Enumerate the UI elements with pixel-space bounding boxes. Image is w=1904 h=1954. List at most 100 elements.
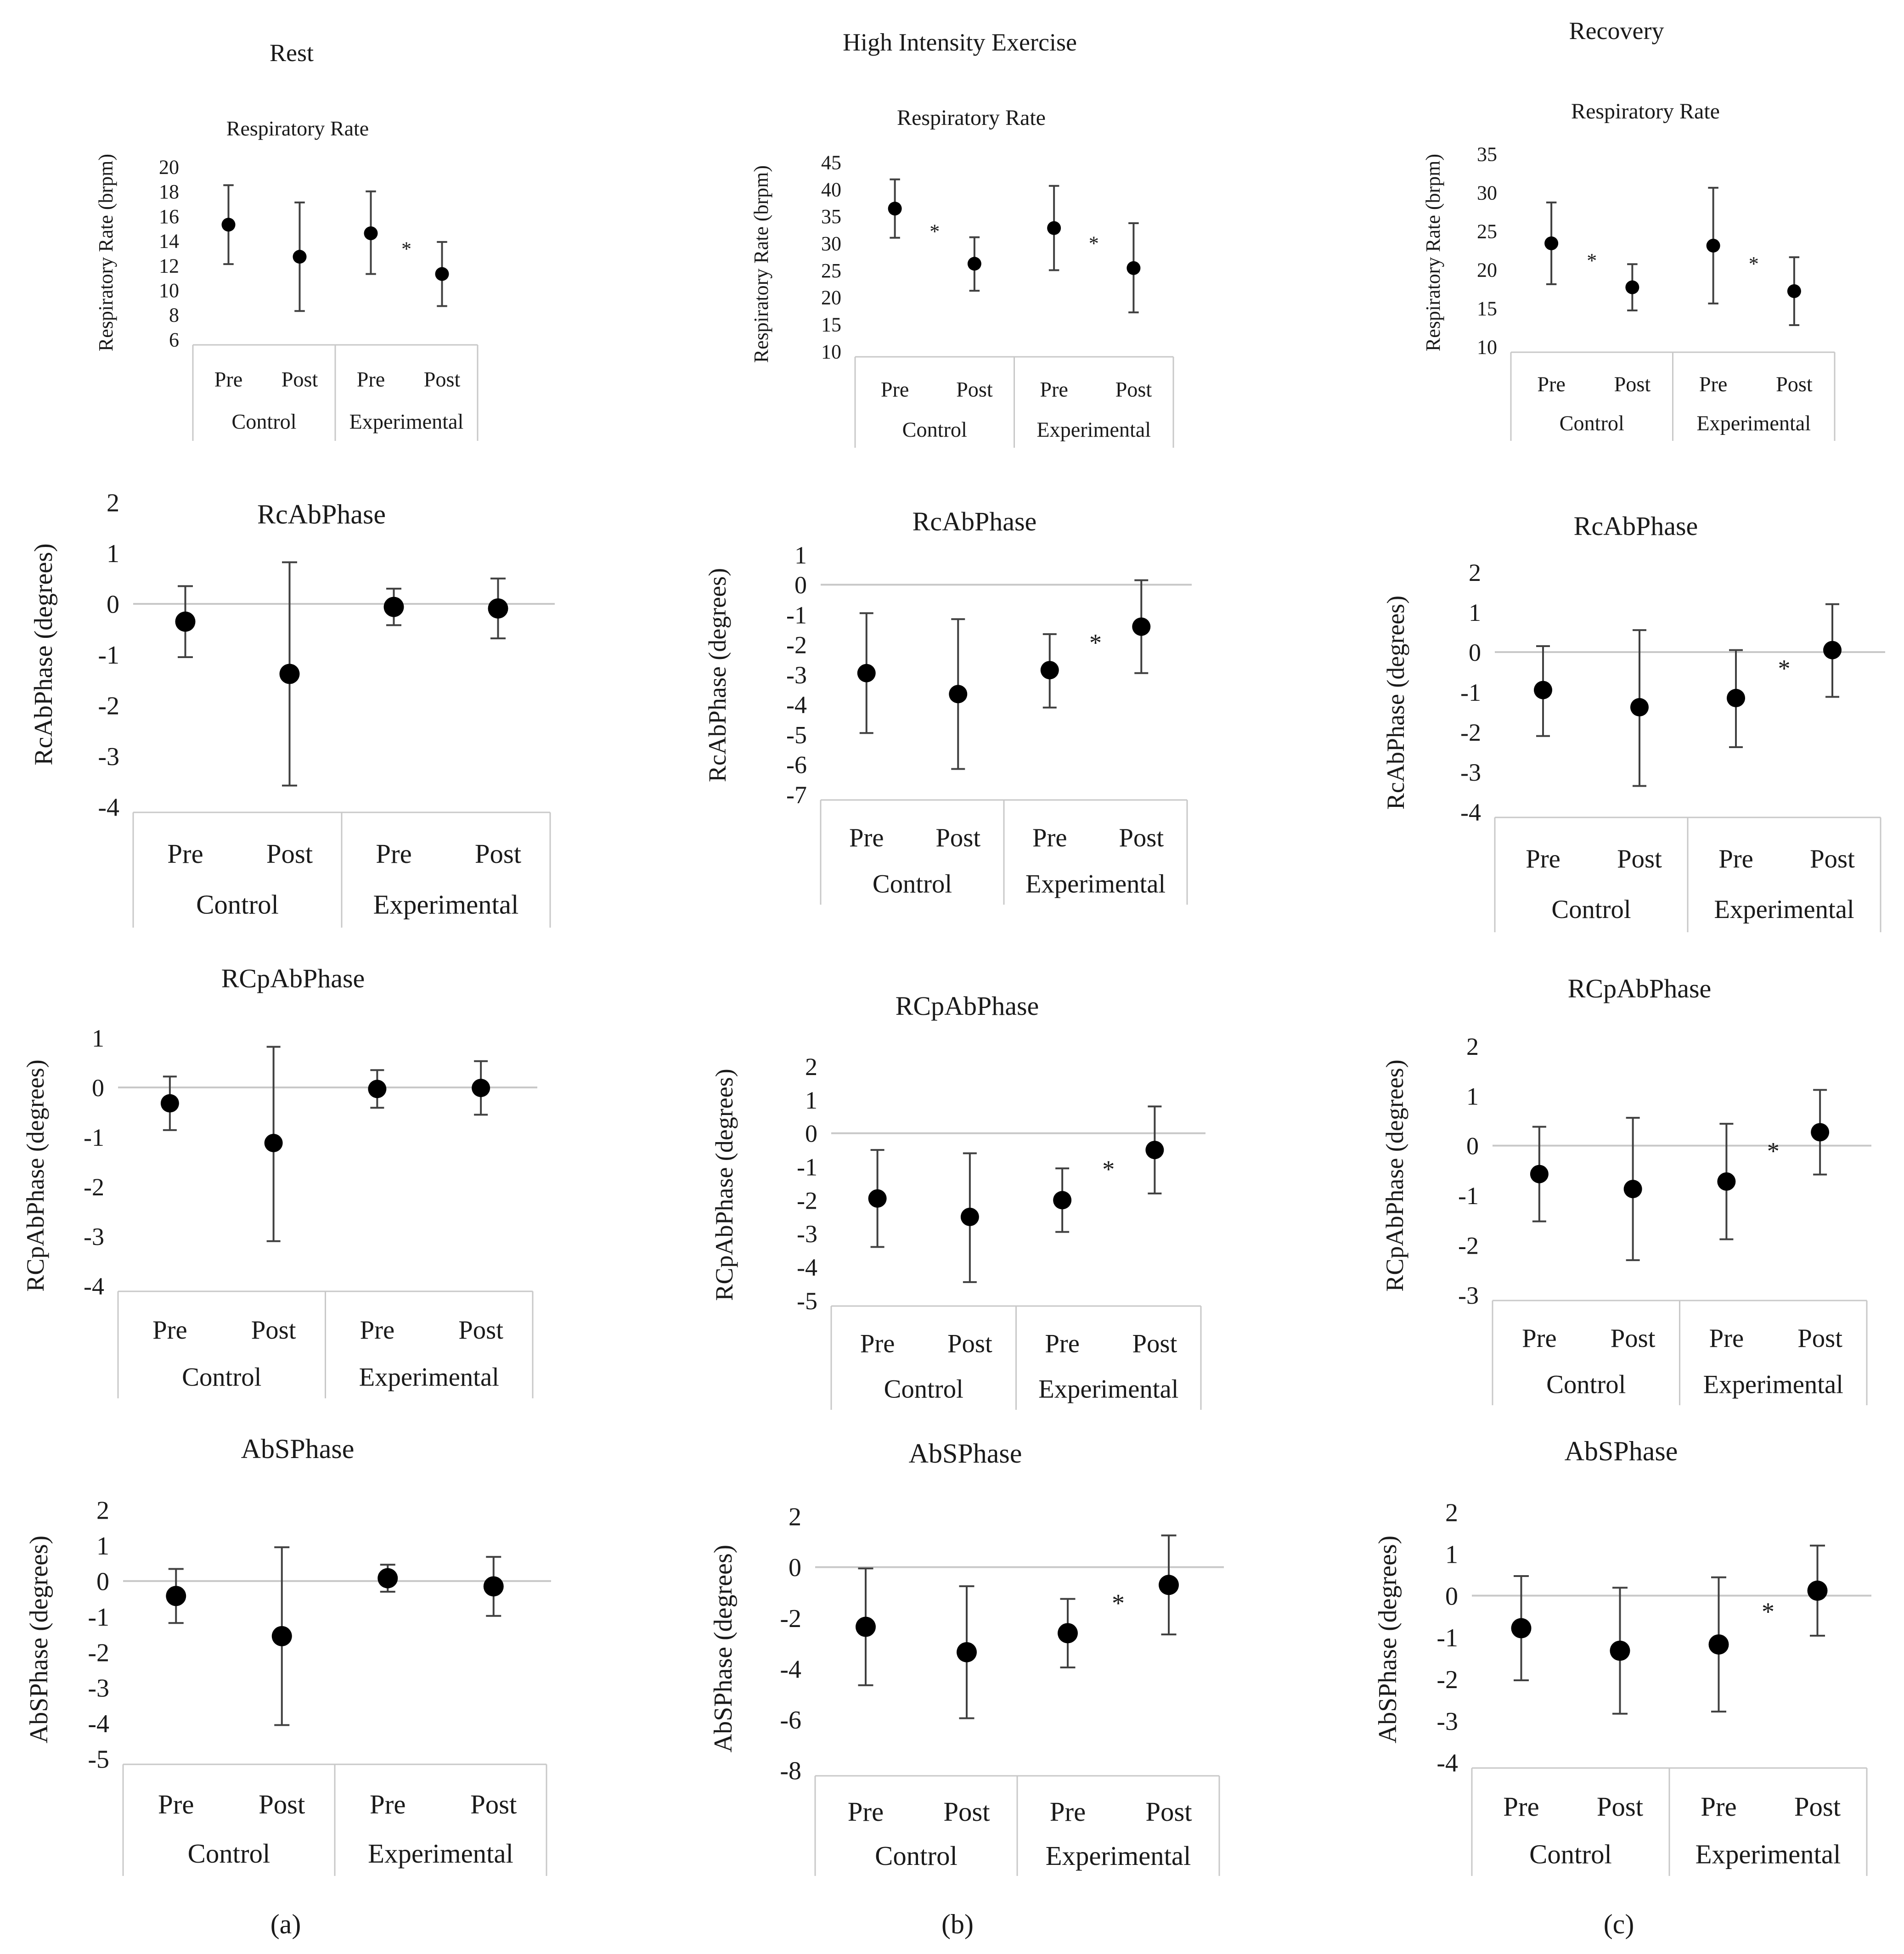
data-point xyxy=(967,257,981,271)
data-point xyxy=(279,664,300,684)
y-tick-label: -5 xyxy=(797,1287,817,1315)
chart-hie-abs: AbSPhase AbSPhase (degrees) -8 -6 -4 -2 0 2 Pre P… xyxy=(709,1438,1224,1876)
category-label: Post xyxy=(470,1790,517,1819)
category-label: Post xyxy=(475,839,521,869)
y-tick-label: -5 xyxy=(88,1746,109,1774)
y-tick-label: -5 xyxy=(786,721,807,749)
y-tick-label: -2 xyxy=(1458,1232,1479,1260)
data-point xyxy=(264,1133,283,1152)
data-point xyxy=(488,598,508,619)
significance-marker: * xyxy=(1778,654,1791,682)
y-tick-label: 15 xyxy=(1477,297,1497,320)
y-tick-label: 0 xyxy=(789,1554,801,1582)
data-point xyxy=(888,202,902,216)
y-tick-label: 1 xyxy=(92,1025,104,1052)
y-tick-label: -4 xyxy=(84,1273,104,1300)
group-label: Experimental xyxy=(1696,1840,1841,1870)
group-label: Control xyxy=(188,1839,270,1869)
y-tick-label: 2 xyxy=(1445,1499,1458,1527)
category-label: Post xyxy=(1776,372,1813,396)
group-label: Control xyxy=(1529,1840,1612,1870)
y-tick-label: 0 xyxy=(107,591,119,619)
category-label: Pre xyxy=(1522,1324,1557,1353)
panel-label-c: (c) xyxy=(1604,1909,1634,1939)
chart-title: AbSPhase xyxy=(241,1434,355,1464)
y-tick-label: -4 xyxy=(98,794,119,822)
chart-title: RcAbPhase xyxy=(913,507,1037,536)
category-label: Post xyxy=(1794,1792,1841,1822)
y-tick-label: 20 xyxy=(821,287,841,309)
group-label: Experimental xyxy=(1038,1375,1178,1404)
data-point xyxy=(1534,681,1552,699)
y-tick-label: -4 xyxy=(1436,1749,1458,1778)
y-tick-label: 20 xyxy=(159,156,179,178)
significance-marker: * xyxy=(1102,1155,1115,1183)
chart-title: AbSPhase xyxy=(1565,1436,1678,1466)
category-label: Pre xyxy=(357,368,385,391)
category-label: Pre xyxy=(881,378,909,401)
data-point xyxy=(1530,1165,1549,1183)
data-point xyxy=(383,597,404,617)
y-tick-label: -3 xyxy=(1458,1282,1479,1309)
category-label: Post xyxy=(943,1797,990,1827)
chart-rec-rcab: RcAbPhase RcAbPhase (degrees) -4 -3 -2 -1 0 1 2 P… xyxy=(1382,511,1885,932)
chart-rest-abs: AbSPhase AbSPhase (degrees) -5 -4 -3 -2 -1 0 1 2 P… xyxy=(25,1434,551,1876)
y-tick-label: -2 xyxy=(98,692,119,721)
y-tick-label: -1 xyxy=(98,641,119,670)
category-label: Post xyxy=(956,378,993,401)
y-tick-label: 1 xyxy=(1469,599,1481,626)
data-point xyxy=(1053,1191,1072,1210)
chart-title: RCpAbPhase xyxy=(896,991,1039,1021)
category-label: Post xyxy=(1115,378,1152,401)
y-tick-label: -2 xyxy=(84,1173,104,1201)
data-point xyxy=(1047,221,1061,235)
y-tick-label: -7 xyxy=(786,781,807,809)
y-axis-label: RcAbPhase (degrees) xyxy=(704,568,731,782)
y-tick-label: -4 xyxy=(1460,799,1481,826)
y-axis-label: RcAbPhase (degrees) xyxy=(1382,596,1409,810)
data-point xyxy=(1145,1141,1164,1160)
y-tick-label: 0 xyxy=(1466,1132,1479,1160)
category-label: Pre xyxy=(1709,1324,1744,1353)
data-point xyxy=(1058,1623,1078,1644)
y-tick-label: -6 xyxy=(780,1706,801,1734)
category-label: Pre xyxy=(158,1790,194,1819)
y-tick-label: 2 xyxy=(96,1497,109,1525)
category-label: Pre xyxy=(360,1316,395,1345)
data-point xyxy=(483,1576,504,1597)
category-label: Pre xyxy=(1045,1329,1080,1358)
chart-title: RCpAbPhase xyxy=(1568,974,1712,1003)
y-tick-label: -2 xyxy=(1436,1666,1458,1694)
y-tick-label: 10 xyxy=(821,340,841,363)
y-tick-label: -4 xyxy=(780,1655,801,1684)
category-label: Pre xyxy=(848,1797,884,1827)
category-label: Post xyxy=(424,368,461,391)
y-tick-label: 10 xyxy=(159,279,179,302)
y-tick-label: -1 xyxy=(797,1153,817,1181)
significance-marker: * xyxy=(929,220,940,243)
y-tick-label: 35 xyxy=(1477,143,1497,165)
y-axis-label: AbSPhase (degrees) xyxy=(709,1545,738,1753)
y-tick-label: -4 xyxy=(786,691,807,719)
data-point xyxy=(1727,689,1745,708)
y-tick-label: 45 xyxy=(821,151,841,174)
y-tick-label: 0 xyxy=(1469,639,1481,666)
panel-label-b: (b) xyxy=(941,1909,974,1939)
data-point xyxy=(856,1616,876,1637)
y-tick-label: -1 xyxy=(1460,679,1481,706)
y-tick-label: -3 xyxy=(88,1674,109,1703)
category-label: Post xyxy=(1810,845,1855,873)
category-label: Pre xyxy=(376,839,411,869)
data-point xyxy=(1823,641,1842,659)
significance-marker: * xyxy=(1089,629,1102,656)
chart-title: Respiratory Rate xyxy=(226,117,369,140)
y-tick-label: 0 xyxy=(794,571,807,599)
chart-hie-rr: Respiratory Rate Respiratory Rate (brpm) 1… xyxy=(750,106,1174,448)
y-tick-label: -3 xyxy=(797,1220,817,1248)
y-tick-label: 25 xyxy=(821,259,841,282)
data-point xyxy=(1787,284,1801,298)
category-label: Post xyxy=(458,1316,503,1345)
y-tick-label: -4 xyxy=(797,1254,817,1281)
y-tick-label: 10 xyxy=(1477,336,1497,358)
